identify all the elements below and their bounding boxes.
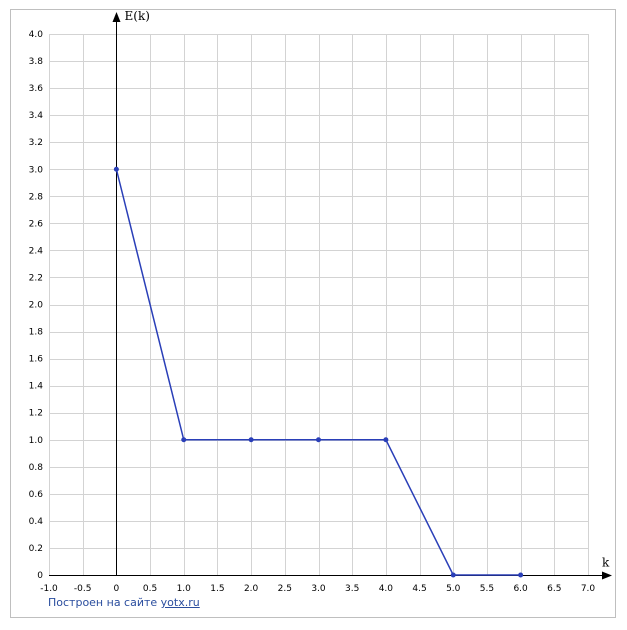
x-tick-label: 0.5 xyxy=(143,584,157,594)
y-tick-label: 0.4 xyxy=(29,517,44,527)
y-tick-label: 3.4 xyxy=(29,111,44,121)
x-tick-label: 5.5 xyxy=(480,584,494,594)
y-tick-label: 1.6 xyxy=(29,355,44,365)
data-point xyxy=(383,437,389,443)
y-tick-label: 0.8 xyxy=(29,463,44,473)
y-tick-label: 2.8 xyxy=(29,192,44,202)
y-tick-label: 1.2 xyxy=(29,409,43,419)
y-tick-label: 1.0 xyxy=(29,436,44,446)
data-point xyxy=(450,572,456,578)
series xyxy=(113,166,524,578)
x-tick-label: 4.0 xyxy=(379,584,394,594)
data-point xyxy=(113,166,119,172)
x-axis-arrow xyxy=(602,571,612,580)
grid xyxy=(49,34,589,576)
chart-frame xyxy=(10,9,616,618)
y-tick-label: 3.8 xyxy=(29,57,44,67)
y-tick-label: 2.0 xyxy=(29,301,44,311)
series-line xyxy=(115,169,521,576)
y-axis-label: E(k) xyxy=(125,9,150,23)
y-tick-label: 2.2 xyxy=(29,273,43,283)
x-axis-label: k xyxy=(602,556,610,570)
x-tick-label: 7.0 xyxy=(581,584,596,594)
y-tick-label: 1.8 xyxy=(29,328,44,338)
x-tick-label: 3.5 xyxy=(345,584,359,594)
data-point xyxy=(316,437,321,443)
x-tick-label: 1.0 xyxy=(177,584,192,594)
y-tick-label: 2.4 xyxy=(29,246,44,256)
tick-labels: -1.0 -0.5 0 0.5 1.0 1.5 2.0 2.5 3.0 3.5 4.0 4.5 5.0 5… xyxy=(29,30,596,594)
x-tick-label: 1.5 xyxy=(210,584,224,594)
x-tick-label: -0.5 xyxy=(74,584,92,594)
footer-text: Построен на сайте xyxy=(48,596,161,609)
footer-link[interactable]: yotx.ru xyxy=(160,596,200,609)
x-tick-label: 3.0 xyxy=(311,584,326,594)
x-tick-label: 6.0 xyxy=(513,584,528,594)
y-tick-label: 1.4 xyxy=(29,382,44,392)
x-tick-label: 0 xyxy=(114,584,120,594)
y-tick-label: 3.2 xyxy=(29,138,43,148)
x-tick-label: 2.5 xyxy=(278,584,292,594)
y-tick-label: 4.0 xyxy=(29,30,44,40)
x-tick-label: -1.0 xyxy=(40,584,58,594)
x-tick-label: 2.0 xyxy=(244,584,259,594)
y-tick-label: 0.6 xyxy=(29,490,44,500)
y-tick-label: 0.2 xyxy=(29,544,43,554)
y-tick-label: 3.0 xyxy=(29,165,44,175)
y-axis-arrow xyxy=(112,12,121,22)
x-tick-label: 4.5 xyxy=(412,584,426,594)
data-point xyxy=(181,437,187,443)
footer: Построен на сайте yotx.ru xyxy=(48,596,200,609)
y-tick-label: 2.6 xyxy=(29,219,44,229)
data-point xyxy=(518,572,524,578)
x-tick-label: 6.5 xyxy=(547,584,561,594)
x-tick-label: 5.0 xyxy=(446,584,461,594)
data-point xyxy=(248,437,254,443)
y-tick-label: 0 xyxy=(37,571,43,581)
y-tick-label: 3.6 xyxy=(29,84,44,94)
